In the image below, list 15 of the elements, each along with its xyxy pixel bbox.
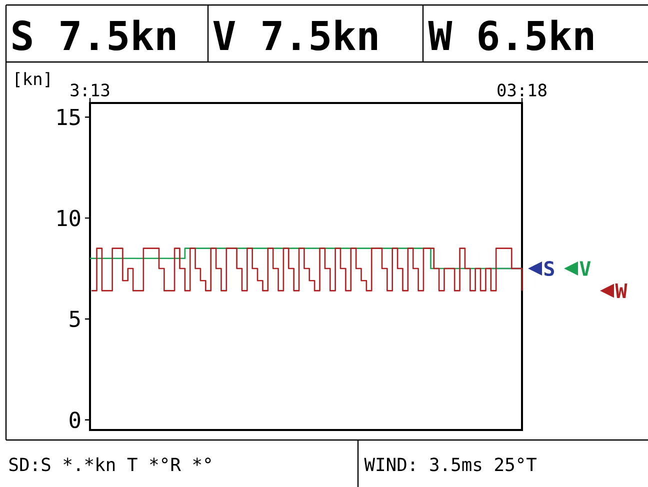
text: WIND: 3.5ms 25°T — [364, 458, 537, 472]
legend-label: W — [615, 283, 628, 298]
text: V 7.5kn — [213, 20, 377, 51]
text: SD:S *.*kn T *°R *° — [9, 457, 211, 472]
y-tick-label: 10 — [58, 210, 80, 226]
y-axis-title: [kn] — [16, 72, 50, 88]
x-tick-label: 3:13 — [70, 84, 110, 96]
text: S 7.5kn — [12, 20, 175, 51]
legend-label: S — [544, 260, 554, 276]
x-tick-label: 03:18 — [498, 84, 546, 96]
y-tick-label: 15 — [58, 108, 80, 126]
y-tick-label: 0 — [70, 412, 80, 428]
legend-label: V — [580, 261, 591, 276]
y-tick-label: 5 — [70, 310, 80, 328]
text: W 6.5kn — [428, 20, 593, 51]
